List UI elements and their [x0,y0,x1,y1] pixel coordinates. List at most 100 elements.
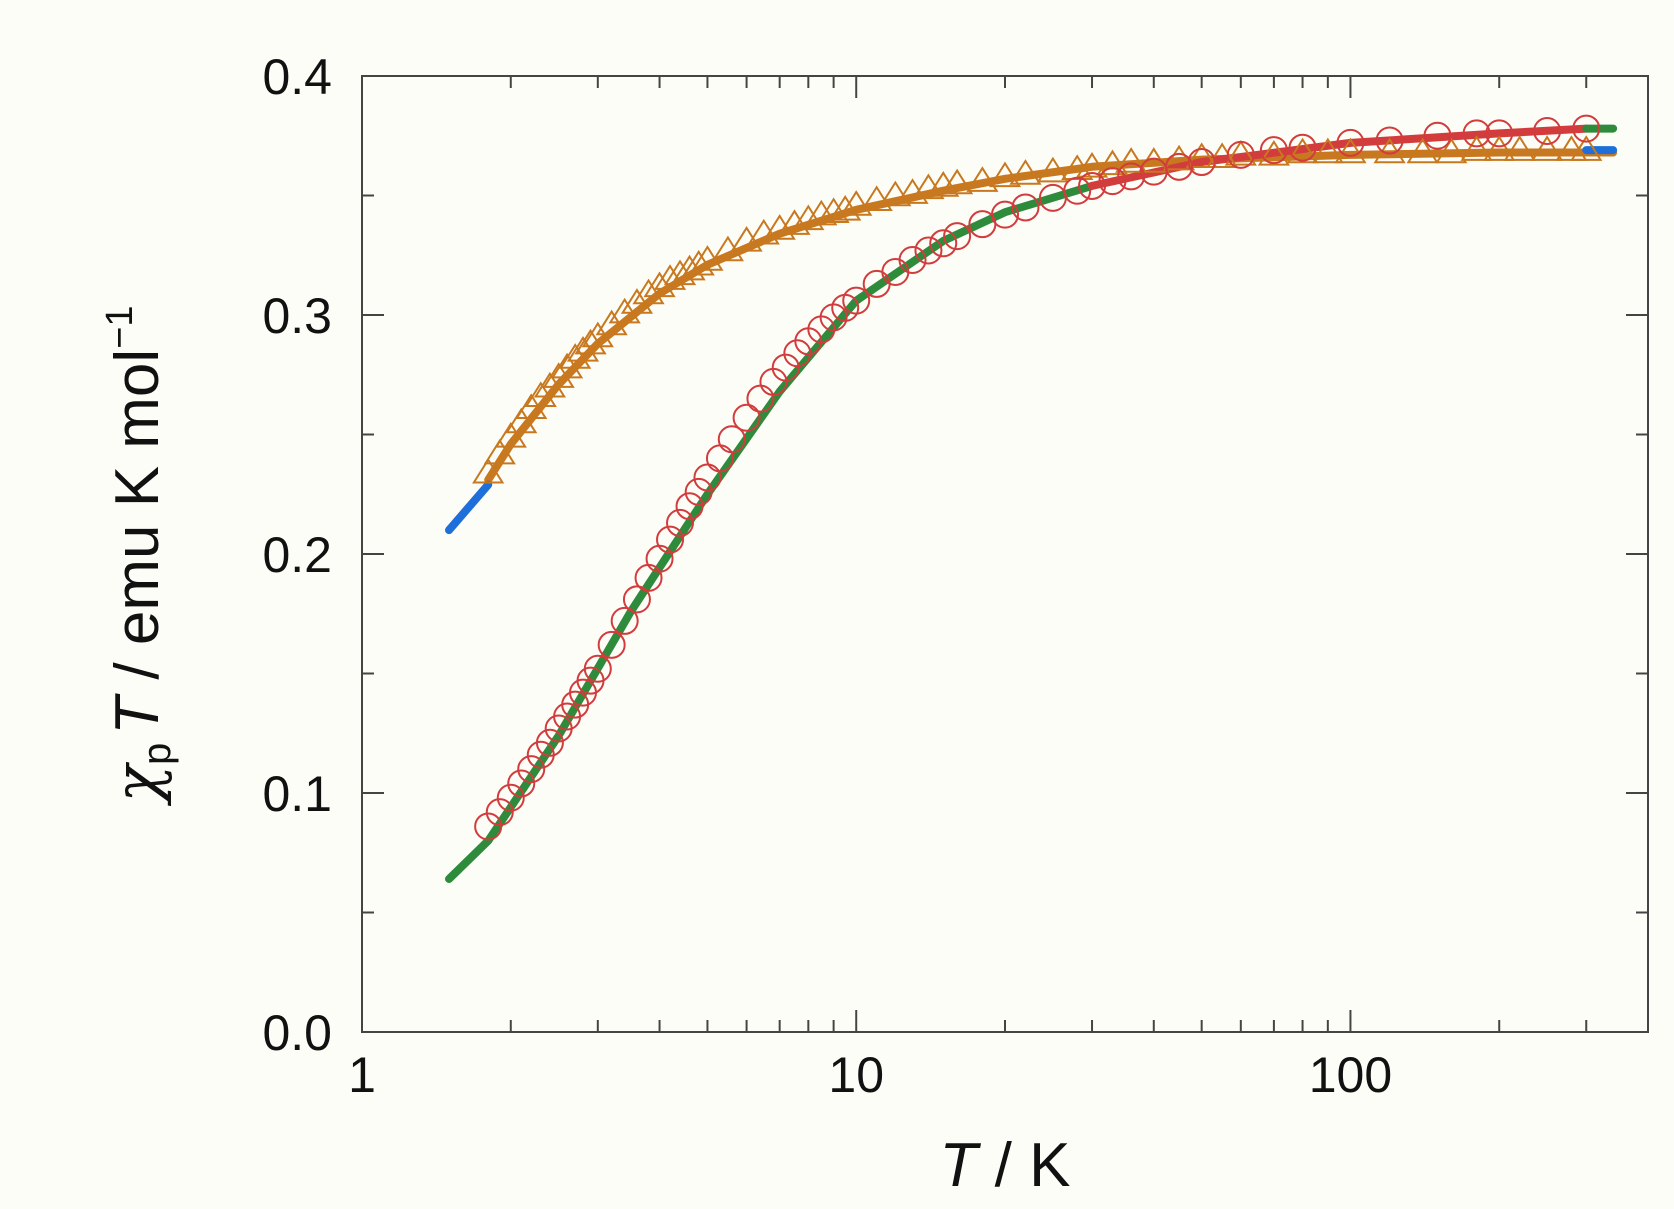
triangle-marker [1096,149,1129,176]
triangle-marker [494,422,527,448]
triangle-marker [927,171,960,197]
triangle-marker [860,185,893,212]
triangle-marker [566,335,600,362]
triangle-marker [1406,137,1439,164]
circle-marker [622,585,651,614]
fit-curve [445,181,1096,883]
circle-marker [732,403,761,432]
circle-marker [1259,136,1288,165]
circle-marker [746,384,775,413]
circle-marker [535,728,564,757]
circle-marker [517,755,546,784]
triangle-marker [673,254,706,281]
y-tick-label: 0.4 [262,49,332,105]
circle-marker [666,508,695,537]
y-axis-sub: p [135,743,179,765]
triangle-marker [663,259,697,286]
triangle-marker [879,180,912,207]
circle-marker [1117,162,1146,191]
triangle-marker [632,278,665,305]
circle-marker [1187,148,1216,177]
triangle-marker [533,371,567,398]
y-axis-sup: −1 [99,305,141,348]
triangle-marker [574,328,607,355]
triangle-marker [817,197,850,223]
triangle-marker [988,161,1022,188]
triangle-marker [1224,139,1257,166]
triangle-marker [840,190,873,216]
fit-curve [445,480,493,535]
circle-marker [684,477,713,506]
circle-marker [675,492,704,521]
circle-marker [507,769,536,798]
triangle-marker [747,218,780,245]
circle-marker [610,606,639,635]
triangle-marker [620,288,654,314]
triangle-marker [778,209,811,235]
triangle-marker [792,204,825,231]
triangle-marker [682,249,715,276]
circle-marker [842,286,871,315]
triangle-marker [1311,137,1344,164]
circle-marker [1226,140,1255,169]
circle-marker [1423,121,1452,150]
x-tick-label: 1 [348,1047,376,1103]
circle-marker [1288,133,1317,162]
x-axis-title: T / K [940,1131,1071,1200]
triangle-marker [896,178,929,204]
triangle-marker [1483,135,1516,161]
x-tick-label: 10 [828,1047,884,1103]
circle-marker [1533,116,1562,145]
triangle-marker [711,235,745,262]
triangle-marker [505,407,538,434]
data-markers [472,114,1603,841]
triangle-marker [1334,137,1367,164]
triangle-marker [1460,135,1493,161]
circle-marker [583,654,612,683]
fit-curve [484,148,1618,484]
circle-marker [1572,114,1601,143]
circle-marker [1063,176,1092,205]
circle-marker [496,783,525,812]
y-tick-label: 0.0 [262,1005,332,1061]
circle-marker [474,812,503,841]
circle-marker [1098,167,1127,196]
y-axis-symbol: T [103,693,172,735]
triangle-marker [483,438,516,465]
triangle-marker [550,352,584,379]
triangle-marker [829,194,862,221]
triangle-marker [940,168,974,195]
triangle-marker [1503,135,1536,161]
circle-marker [1165,152,1194,181]
triangle-marker [805,199,838,226]
triangle-marker [542,362,575,388]
circle-marker [1011,193,1040,222]
y-axis-chi: χ [100,762,173,807]
y-axis-unit: / emu K mol [103,349,172,697]
y-tick-label: 0.3 [262,288,332,344]
triangle-marker [1257,139,1291,166]
fit-curves [445,124,1618,883]
tick-marks [361,75,1649,1033]
circle-marker [771,353,800,382]
y-tick-label: 0.2 [262,527,332,583]
x-axis-symbol: T [940,1131,982,1200]
triangle-marker [1162,144,1196,171]
circle-marker [1375,126,1404,155]
circle-marker [1485,119,1514,148]
circle-marker [597,630,626,659]
circle-marker [898,246,927,275]
triangle-marker [559,343,592,369]
y-tick-label: 0.1 [262,766,332,822]
triangle-marker [763,214,796,240]
circle-marker [943,222,972,251]
tick-labels: 1 10 100 0.0 0.1 0.2 0.3 0.4 [262,49,1392,1103]
circle-marker [1336,128,1365,157]
circle-marker [991,200,1019,229]
triangle-marker [1036,156,1070,183]
triangle-marker [730,226,763,252]
triangle-marker [1009,159,1042,185]
x-tick-label: 100 [1309,1047,1392,1103]
circle-marker [485,798,514,827]
